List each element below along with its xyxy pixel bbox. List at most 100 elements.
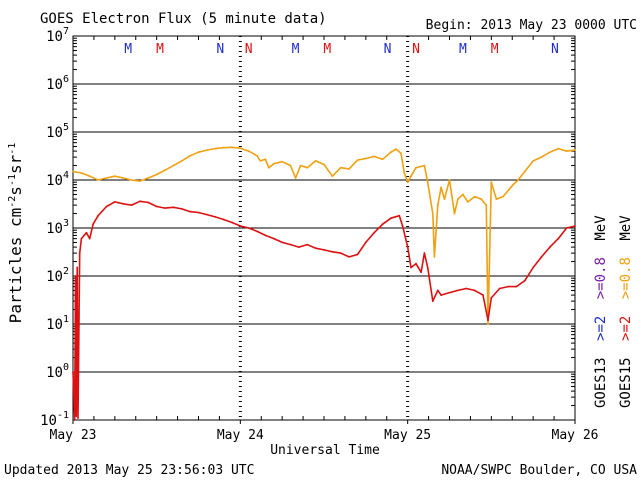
series-0-point [549,151,551,154]
series-1-point [401,225,404,227]
chart-title: GOES Electron Flux (5 minute data) [40,11,327,27]
series-1-point [565,227,568,229]
series-0-point [565,150,568,153]
series-1-point [72,371,74,373]
series-1-point [289,243,292,246]
series-1-point [373,231,376,234]
series-0-point [264,158,267,161]
series-0-point [289,164,292,167]
marker-m: M [323,42,331,57]
series-0-point [395,148,397,151]
series-0-point [256,154,258,157]
series-0 [72,146,576,325]
series-0-point [247,150,250,153]
series-0-point [507,189,509,192]
series-1-point [239,225,242,227]
series-0-point [314,160,317,162]
y-tick-label: 102 [46,266,69,285]
right-legend-goes13: GOES13 >=2 >=0.8 MeV [593,215,609,408]
x-tick-labels: May 23 May 24 May 25 May 26 [50,428,599,443]
series-0-point [574,149,576,152]
marker-n: N [551,42,559,57]
series-1-point [74,275,77,277]
right-legend-goes15: GOES15 >=2 >=0.8 MeV [618,215,634,408]
series-1-point [410,266,412,269]
y-tick-exponent: 1 [63,314,69,325]
series-0-point [467,201,469,203]
series-1-point [73,419,76,421]
series-0-point [272,162,275,165]
marker-n: N [245,42,253,57]
series-0-point [239,147,242,150]
x-axis-label: Universal Time [270,443,380,458]
series-1-point [557,237,560,240]
series-1-point [473,289,476,292]
marker-m: M [124,42,132,57]
series-0-point [259,160,262,162]
series-0-point [80,172,83,174]
y-label-part-3: -1 [7,174,18,186]
series-1-point [390,217,392,220]
series-1-point [113,201,116,203]
y-tick-base: 10 [46,173,63,189]
series-1-point [97,214,99,217]
y-tick-label: 103 [46,218,69,237]
series-1-point [206,213,208,216]
series-1-point [381,223,384,226]
series-0-point [339,166,342,169]
y-tick-exponent: 5 [63,122,69,133]
series-1-point [264,234,267,237]
series-1-point [515,285,518,288]
y-tick-exponent: 7 [63,26,69,37]
y-tick-exponent: 0 [63,362,69,373]
grid-layer [72,36,576,424]
svg-text:Particles cm-2s-1sr-1: Particles cm-2s-1sr-1 [6,143,25,324]
series-1-point [440,294,442,296]
y-tick-base: 10 [46,221,63,237]
y-tick-label: 100 [46,362,69,381]
series-1-point [105,205,108,208]
marker-m: M [459,42,467,57]
marker-m: M [491,42,499,57]
series-1-point [139,200,141,203]
series-0-point [306,166,309,169]
series-0-point [502,195,504,198]
series-0-point [364,157,367,160]
series-0-point [323,163,325,166]
series-1-point [80,237,83,240]
y-label-part-0: Particles cm [6,208,25,324]
series-1-point [85,231,88,234]
series-0-point [281,160,284,163]
updated-label: Updated 2013 May 25 23:56:03 UTC [4,463,254,478]
marker-n: N [384,42,392,57]
legend-goes15-gt08: >=0.8 [618,257,634,299]
series-0-point [189,154,192,157]
series-1-point [214,216,217,218]
series-0-point [480,198,483,201]
series-1-point [398,214,401,217]
series-0-point [512,183,514,186]
series-0-point [433,256,436,258]
series-0-point [426,181,429,184]
y-tick-base: 10 [40,413,57,429]
legend-goes13-gt2: >=2 [593,316,609,341]
series-0-point [147,177,150,179]
marker-m: M [292,42,300,57]
series-1-point [490,297,493,299]
series-1-point [256,230,258,233]
series-1-point [339,252,342,255]
series-1-point [423,252,426,255]
series-1-point [155,205,158,208]
y-label-part-5: -1 [7,143,18,155]
series-0-point [431,212,434,215]
series-1-point [426,266,429,269]
series-1-point [436,289,439,292]
y-tick-base: 10 [46,29,63,45]
series-1-point [222,218,225,221]
y-tick-exponent: 2 [63,266,69,277]
series-1-point [180,208,183,210]
series-1-point [331,250,334,253]
series-1-point [147,201,150,204]
x-tick-label: May 24 [217,428,264,443]
series-0-point [523,170,526,173]
